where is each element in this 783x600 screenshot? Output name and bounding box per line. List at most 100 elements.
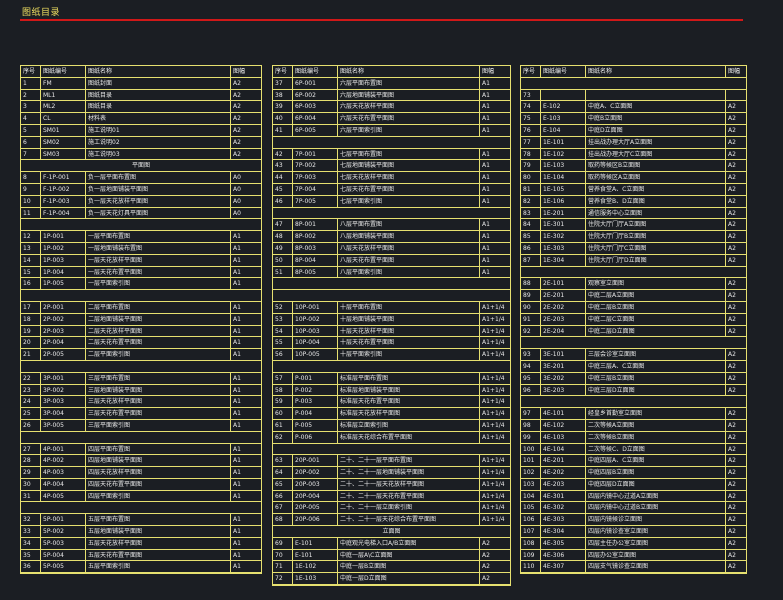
cell-size: A2 — [233, 138, 241, 146]
cell-name: 八层平面布置图 — [338, 219, 480, 231]
cell-size: A2 — [728, 103, 736, 111]
cell-name: 十层地面铺装平面图 — [338, 313, 480, 325]
table-row: 61 P-005 标准层立面索引图 A1+1/4 — [273, 419, 510, 432]
cell-code: 20P-004 — [293, 490, 338, 502]
table-row: 95 3E-202 中庭三层B立面图 A2 — [521, 372, 746, 385]
cell-number: 57 — [273, 372, 293, 384]
cell-code: 10P-002 — [293, 313, 338, 325]
cell-name: 标准层地面铺装平面图 — [338, 384, 480, 396]
cell-size: A2 — [728, 551, 736, 559]
cell-number: 74 — [521, 101, 541, 113]
cell-name: 标准层平面布置图 — [338, 372, 480, 384]
cell-number: 37 — [273, 77, 293, 89]
cell-number: 72 — [273, 573, 293, 585]
table-row: 37 6P-001 六层平面布置图 A1 — [273, 77, 510, 90]
cell-code: CL — [41, 113, 86, 124]
table-header-row: 序号 图纸编号 图纸名称 图幅 — [273, 66, 510, 78]
cell-name: 图纸目录 — [86, 89, 231, 101]
table-row: 51 8P-005 八层平面索引图 A1 — [273, 266, 510, 279]
cell-code: 4P-001 — [41, 443, 86, 455]
cell-code: ML2 — [41, 101, 86, 113]
table-row: 23 3P-002 三层地面铺装平面图 A1 — [21, 384, 261, 397]
cell-size: A1 — [482, 197, 490, 205]
cell-size: A2 — [728, 233, 736, 241]
cell-code: 8P-003 — [293, 242, 338, 254]
table-row: 35 5P-004 五层天花布置平面图 A1 — [21, 549, 261, 562]
cell-name: 施工说明03 — [86, 148, 231, 160]
cell-number: 45 — [273, 183, 293, 195]
table-row: 20 2P-004 二层天花布置平面图 A1 — [21, 337, 261, 350]
cell-number: 16 — [21, 278, 41, 290]
cell-code: E-101 — [293, 537, 338, 549]
cell-code: F-1P-003 — [41, 195, 86, 207]
cell-number: 26 — [21, 419, 41, 431]
cell-number: 62 — [273, 431, 293, 443]
blank-row — [521, 78, 746, 90]
cell-code: 1E-103 — [541, 160, 586, 172]
table-row: 54 10P-003 十层天花放样平面图 A1+1/4 — [273, 325, 510, 338]
cell-code: 2P-003 — [41, 325, 86, 337]
cell-size: A2 — [728, 162, 736, 170]
table-row: 93 3E-101 三层会诊室立面图 A2 — [521, 349, 746, 361]
cell-name: 四层内镜诊查室立面图 — [586, 526, 726, 537]
cell-name: 二层平面布置图 — [86, 301, 231, 313]
cell-number: 39 — [273, 101, 293, 113]
cell-code: 4E-303 — [541, 514, 586, 526]
cell-number: 92 — [521, 325, 541, 337]
table-row: 2 ML1 图纸目录 A2 — [21, 89, 261, 102]
table-row: 74 E-102 中庭A、C立面图 A2 — [521, 101, 746, 114]
cell-size: A2 — [482, 563, 490, 571]
blank-row — [21, 432, 261, 444]
header-size: 图幅 — [482, 68, 495, 75]
cell-code: 5P-004 — [41, 549, 86, 561]
page-title: 图纸目录 — [22, 8, 61, 18]
cell-size: A2 — [728, 480, 736, 488]
cell-name: 四层平面索引图 — [86, 490, 231, 502]
cell-name: 中庭B立面图 — [586, 113, 726, 124]
cell-code: 4P-004 — [41, 478, 86, 490]
blank-row — [21, 290, 261, 302]
cell-size: A0 — [233, 209, 241, 217]
cell-number: 60 — [273, 408, 293, 419]
header-number: 序号 — [21, 66, 41, 77]
table-row: 104 4E-301 四层内镜中心过道A立面图 A2 — [521, 490, 746, 503]
cell-size: A2 — [233, 103, 241, 111]
cell-size: A1 — [482, 244, 490, 252]
table-row: 84 1E-301 住院大厅门厅A立面图 A2 — [521, 219, 746, 232]
cell-size: A1+1/4 — [482, 303, 505, 311]
cell-code: 1E-103 — [293, 573, 338, 585]
table-row: 66 20P-004 二十、二十一层天花布置平面图 A1+1/4 — [273, 490, 510, 503]
cell-name: 中庭二层D立面图 — [586, 325, 726, 337]
table-row: 62 P-006 标准层天花综合布置平面图 A1+1/4 — [273, 431, 510, 444]
cell-name: 二层天花放样平面图 — [86, 325, 231, 337]
cell-name: 施工说明02 — [86, 136, 231, 148]
cell-number: 48 — [273, 231, 293, 242]
cell-size: A2 — [728, 410, 736, 418]
table-row: 16 1P-005 一层平面索引图 A1 — [21, 278, 261, 291]
cell-size: A2 — [233, 91, 241, 99]
cell-number: 1 — [21, 77, 41, 89]
blank-row — [273, 208, 510, 220]
table-row: 72 1E-103 中庭一层D立面图 A2 — [273, 573, 510, 586]
cell-code: 2E-101 — [541, 278, 586, 290]
cell-code: 1E-303 — [541, 242, 586, 254]
table-row: 1 FM 图纸封面 A2 — [21, 77, 261, 90]
cell-name: 中庭D立面图 — [586, 124, 726, 136]
cell-size: A0 — [233, 197, 241, 205]
cell-code: 1E-101 — [541, 136, 586, 148]
cell-size: A2 — [728, 516, 736, 524]
cell-number: 68 — [273, 514, 293, 526]
cell-name: 营养食堂A、C立面图 — [586, 183, 726, 195]
cell-size: A1 — [233, 268, 241, 276]
cell-size: A2 — [233, 115, 241, 123]
cell-number: 109 — [521, 549, 541, 561]
cell-name: 施工说明01 — [86, 124, 231, 136]
cell-code: 3E-203 — [541, 384, 586, 396]
cell-name: 六层地面铺装平面图 — [338, 89, 480, 101]
cell-number: 94 — [521, 360, 541, 372]
cell-name: 四层平面布置图 — [86, 443, 231, 455]
cell-number: 105 — [521, 502, 541, 514]
table-row: 57 P-001 标准层平面布置图 A1+1/4 — [273, 372, 510, 385]
cell-size: A1 — [482, 233, 490, 241]
cell-name: 中庭四层A、C立面图 — [586, 455, 726, 467]
